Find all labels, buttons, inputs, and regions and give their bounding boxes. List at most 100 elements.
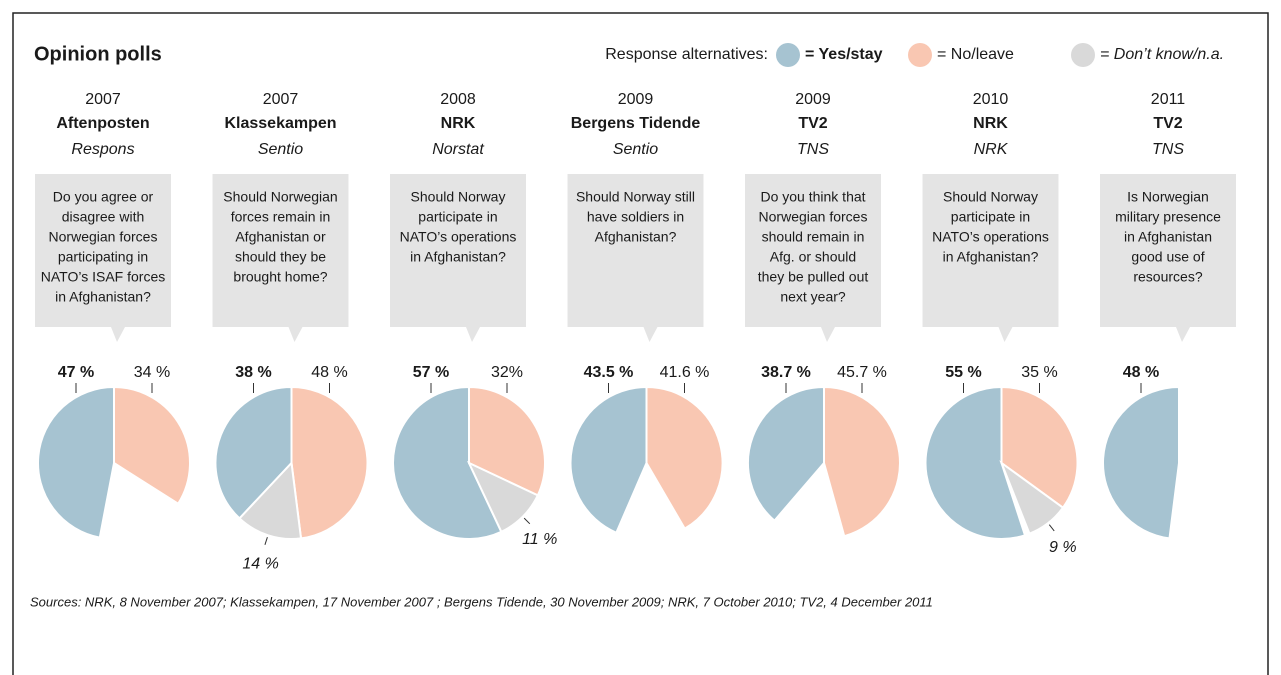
pie-slice [1102,385,1180,540]
question-box [35,174,171,342]
poll-institute: Sentio [258,141,303,158]
value-label: 41.6 % [660,364,710,381]
value-label: 38 % [235,364,271,381]
question-line: Norwegian forces [49,229,158,245]
pie-slice [37,385,115,539]
pie-slice [823,385,901,538]
question-line: NATO’s ISAF forces [41,269,165,285]
question-line: Do you think that [760,189,865,205]
question-line: in Afghanistan? [410,249,506,265]
poll-outlet: TV2 [798,115,827,132]
question-line: participating in [58,249,148,265]
question-line: Afghanistan? [595,229,677,245]
poll-year: 2008 [440,91,476,108]
value-label: 34 % [134,364,170,381]
question-line: NATO’s operations [932,229,1049,245]
poll-institute: Sentio [613,141,658,158]
pie-slice [238,460,303,540]
poll-outlet: NRK [973,115,1008,132]
value-label: 14 % [242,555,278,572]
value-label: 45.7 % [837,364,887,381]
question-line: brought home? [233,269,327,285]
poll-institute: Norstat [432,141,484,158]
poll-year: 2007 [85,91,121,108]
poll-year: 2007 [263,91,299,108]
question-box [1100,174,1236,342]
poll-outlet: TV2 [1153,115,1182,132]
question-box [922,174,1059,342]
question-line: participate in [951,209,1030,225]
value-label: 38.7 % [761,364,811,381]
pie-slice [1000,385,1079,510]
source: Sources: NRK, 8 November 2007; Klassekam… [30,594,933,609]
legend-swatch [908,43,932,67]
label-leader [1048,524,1055,532]
pie-slice [924,385,1027,540]
question-box [745,174,881,342]
legend-entry: = No/leave [937,46,1014,63]
title: Opinion polls [34,43,162,65]
poll-institute: TNS [1152,141,1184,158]
question-line: forces remain in [231,209,331,225]
value-label: 9 % [1049,539,1077,556]
poll-outlet: Bergens Tidende [571,115,701,132]
pie-slice [468,385,546,497]
question-box [212,174,349,342]
value-label: 48 % [311,364,347,381]
legend-swatch [776,43,800,67]
question-line: good use of [1131,249,1204,265]
legend-swatch [1071,43,1095,67]
question-box [390,174,526,342]
poll-year: 2009 [618,91,654,108]
value-label: 32% [491,364,523,381]
question-box [567,174,704,342]
pie-slice [645,385,724,531]
pie-slice [569,385,648,535]
question-line: NATO’s operations [400,229,517,245]
poll-institute: NRK [974,141,1009,158]
pie-slice [290,385,369,540]
legend-label: Response alternatives: [605,46,768,63]
question-line: in Afghanistan [1124,229,1212,245]
legend-entry: = Don’t know/n.a. [1100,46,1224,63]
question-line: should they be [235,249,326,265]
pie-slice [747,385,825,523]
question-line: Should Norway [411,189,506,205]
pie-slice [999,460,1065,535]
value-label: 11 % [522,531,557,548]
legend-entry: = Yes/stay [805,46,883,63]
question-line: Do you agree or [53,189,154,205]
pie-slice [113,385,191,506]
label-leader [523,517,531,525]
question-line: military presence [1115,209,1221,225]
value-label: 47 % [58,364,94,381]
poll-outlet: Klassekampen [224,115,336,132]
poll-outlet: NRK [441,115,476,132]
value-label: 55 % [945,364,981,381]
question-line: Afghanistan or [235,229,326,245]
question-line: should remain in [762,229,865,245]
question-line: in Afghanistan? [943,249,1039,265]
question-line: they be pulled out [758,269,869,285]
pie-slice [392,385,503,540]
question-line: next year? [780,289,846,305]
question-line: have soldiers in [587,209,684,225]
frame [12,12,1269,675]
poll-year: 2011 [1151,91,1186,108]
pie-slice [214,385,293,520]
poll-institute: Respons [71,141,134,158]
question-line: Norwegian forces [759,209,868,225]
question-line: disagree with [62,209,145,225]
pie-slice [466,460,540,534]
question-line: resources? [1133,269,1202,285]
poll-institute: TNS [797,141,829,158]
value-label: 57 % [413,364,449,381]
question-line: Should Norway still [576,189,695,205]
question-line: Afg. or should [770,249,856,265]
poll-outlet: Aftenposten [56,115,149,132]
value-label: 43.5 % [584,364,634,381]
question-line: in Afghanistan? [55,289,151,305]
question-line: Should Norway [943,189,1038,205]
question-line: participate in [418,209,497,225]
